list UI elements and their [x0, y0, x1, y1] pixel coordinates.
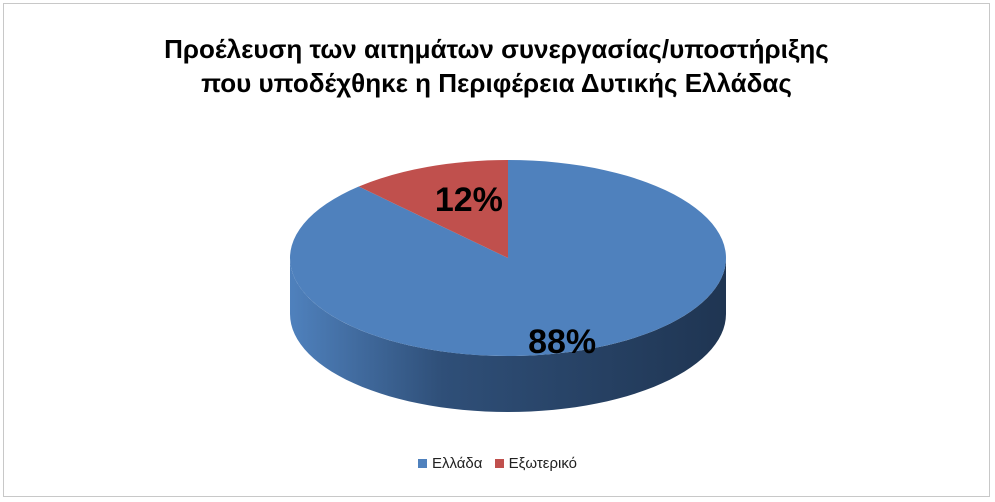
- pie-sides: [290, 258, 726, 412]
- chart-title-line-1: Προέλευση των αιτημάτων συνεργασίας/υποσ…: [164, 34, 829, 64]
- pie-labels: 88% 12%: [435, 181, 596, 361]
- chart-title: Προέλευση των αιτημάτων συνεργασίας/υποσ…: [4, 32, 989, 100]
- data-label-greece: 88%: [528, 323, 596, 361]
- legend-label-abroad: Εξωτερικό: [508, 455, 577, 472]
- legend-item-abroad: Εξωτερικό: [494, 455, 577, 472]
- data-label-abroad: 12%: [435, 181, 503, 219]
- legend-swatch-greece: [417, 459, 427, 468]
- pie-tops: [289, 160, 726, 356]
- chart-area: Προέλευση των αιτημάτων συνεργασίας/υποσ…: [3, 3, 990, 497]
- chart-legend: Ελλάδα Εξωτερικό: [0, 455, 995, 472]
- legend-swatch-abroad: [494, 459, 504, 468]
- pie-slice-greece: [289, 160, 726, 356]
- pie-slice-abroad: [358, 160, 508, 258]
- chart-title-line-2: που υποδέχθηκε η Περιφέρεια Δυτικής Ελλά…: [201, 68, 792, 98]
- legend-item-greece: Ελλάδα: [417, 455, 483, 472]
- legend-label-greece: Ελλάδα: [431, 455, 483, 472]
- pie-side-greece: [290, 258, 726, 412]
